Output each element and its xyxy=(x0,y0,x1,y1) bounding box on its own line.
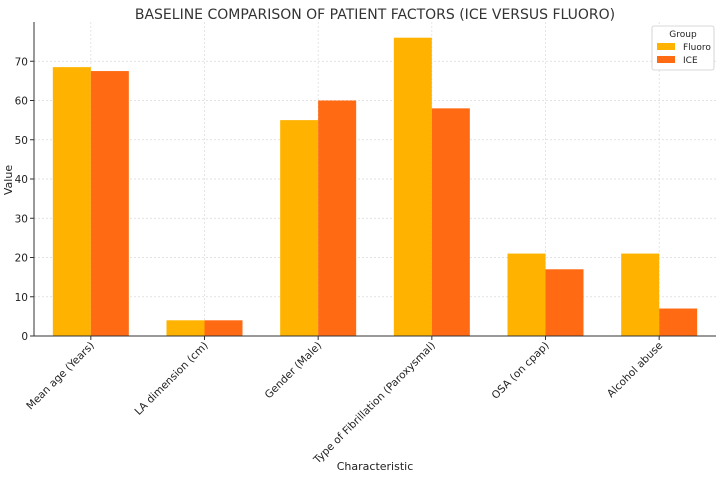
x-tick-label: Mean age (Years) xyxy=(24,340,97,413)
legend-label-ice: ICE xyxy=(683,56,698,66)
legend-swatch-fluoro xyxy=(657,43,675,50)
y-tick-label: 70 xyxy=(15,56,28,68)
x-tick-label: Alcohol abuse xyxy=(605,340,665,400)
bar-fluoro-3 xyxy=(393,37,432,336)
x-tick-labels: Mean age (Years) LA dimension (cm) Gender … xyxy=(24,336,665,467)
grid-lines xyxy=(34,22,716,336)
x-tick-label: Gender (Male) xyxy=(263,340,325,402)
y-tick-label: 10 xyxy=(15,292,28,304)
bar-fluoro-0 xyxy=(52,67,91,336)
bar-ice-5 xyxy=(659,308,698,336)
bar-ice-2 xyxy=(318,100,357,336)
y-tick-label: 0 xyxy=(21,331,28,343)
y-axis-label: Value xyxy=(2,165,15,195)
x-tick-label: LA dimension (cm) xyxy=(132,340,210,418)
bar-fluoro-4 xyxy=(507,253,546,336)
bar-ice-0 xyxy=(90,71,129,336)
bar-fluoro-1 xyxy=(166,320,205,336)
y-tick-label: 50 xyxy=(15,135,28,147)
legend-items: Fluoro ICE xyxy=(657,43,711,66)
legend: Group Fluoro ICE xyxy=(651,25,715,71)
bar-ice-1 xyxy=(204,320,243,336)
bars xyxy=(52,37,698,336)
y-tick-label: 30 xyxy=(15,213,28,225)
bar-fluoro-2 xyxy=(280,120,319,336)
y-tick-label: 20 xyxy=(15,253,28,265)
bar-ice-4 xyxy=(545,269,584,336)
legend-title: Group xyxy=(669,30,697,40)
x-tick-label: Type of Fibrillation (Paroxysmal) xyxy=(311,340,438,467)
legend-swatch-ice xyxy=(657,56,675,63)
chart-title: BASELINE COMPARISON OF PATIENT FACTORS (… xyxy=(135,7,615,23)
bar-fluoro-5 xyxy=(621,253,660,336)
y-tick-labels: 0 10 20 30 40 50 60 70 xyxy=(15,56,34,343)
y-tick-label: 60 xyxy=(15,96,28,108)
x-tick-label: OSA (on cpap) xyxy=(490,340,552,402)
legend-label-fluoro: Fluoro xyxy=(683,43,711,53)
x-axis-label: Characteristic xyxy=(337,460,414,473)
bar-ice-3 xyxy=(431,108,470,336)
y-tick-label: 40 xyxy=(15,174,28,186)
